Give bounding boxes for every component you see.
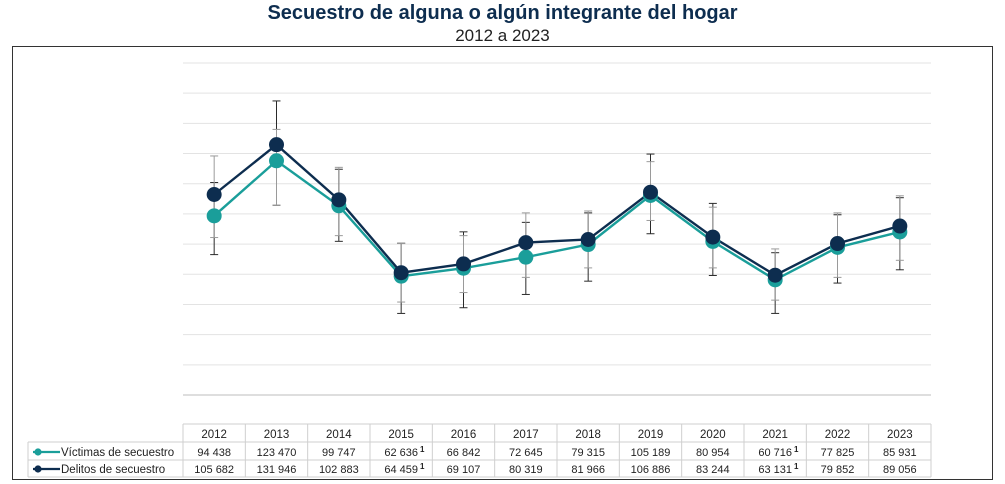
data-point: [580, 231, 596, 247]
data-label: 94 438: [197, 447, 231, 459]
data-label: 83 244: [696, 464, 730, 476]
data-point: [518, 235, 534, 251]
x-tick-label: 2023: [887, 429, 913, 441]
data-point: [643, 184, 658, 200]
data-point: [705, 229, 721, 245]
x-tick-label: 2015: [388, 429, 414, 441]
data-label: 89 056: [883, 464, 917, 476]
data-point: [331, 192, 347, 208]
legend-marker: [34, 448, 42, 456]
data-point: [892, 218, 908, 234]
data-label: 105 189: [631, 447, 671, 459]
footnote-marker: 1: [420, 462, 425, 471]
chart-subtitle: 2012 a 2023: [455, 26, 550, 45]
data-label: 79 315: [571, 447, 605, 459]
data-label: 106 886: [631, 464, 671, 476]
x-tick-label: 2016: [451, 429, 477, 441]
data-label: 80 954: [696, 447, 730, 459]
x-tick-label: 2022: [825, 429, 851, 441]
data-label: 131 946: [257, 464, 297, 476]
data-label: 105 682: [194, 464, 234, 476]
footnote-marker: 1: [794, 462, 799, 471]
data-points: [206, 137, 908, 288]
series-line-victimas: [213, 159, 901, 282]
x-tick-label: 2017: [513, 429, 539, 441]
data-label: 77 825: [821, 447, 855, 459]
data-point: [518, 249, 534, 265]
data-label: 66 842: [447, 447, 481, 459]
footnote-marker: 1: [794, 445, 799, 454]
x-tick-label: 2021: [762, 429, 788, 441]
data-point: [767, 267, 783, 283]
legend-label: Víctimas de secuestro: [61, 447, 174, 459]
data-label: 102 883: [319, 464, 359, 476]
data-label: 62 636: [384, 447, 418, 459]
data-label: 123 470: [257, 447, 297, 459]
data-label: 63 131: [758, 464, 792, 476]
data-label: 81 966: [571, 464, 605, 476]
data-point: [206, 187, 222, 203]
chart-title: Secuestro de alguna o algún integrante d…: [267, 2, 738, 24]
x-tick-label: 2020: [700, 429, 726, 441]
data-point: [206, 208, 222, 224]
data-label: 79 852: [821, 464, 855, 476]
gridlines: [183, 62, 931, 396]
data-label: 69 107: [447, 464, 481, 476]
x-tick-label: 2014: [326, 429, 352, 441]
x-tick-label: 2013: [264, 429, 290, 441]
data-point: [393, 265, 409, 281]
x-tick-label: 2018: [575, 429, 601, 441]
footnote-marker: 1: [420, 445, 425, 454]
x-tick-label: 2012: [201, 429, 227, 441]
data-point: [269, 153, 284, 169]
x-tick-label: 2019: [638, 429, 664, 441]
series-lines: [213, 143, 901, 282]
data-table: 2012 2013 2014 2015 2016 2017 2018 2019 2020 2021…: [27, 423, 932, 478]
data-point: [830, 236, 845, 252]
data-label: 99 747: [322, 447, 356, 459]
series-line-delitos: [213, 143, 901, 277]
data-point: [456, 256, 471, 272]
data-label: 64 459: [384, 464, 418, 476]
data-point: [269, 137, 284, 153]
legend-label: Delitos de secuestro: [61, 464, 165, 476]
chart-frame: [12, 46, 993, 480]
legend-marker: [34, 465, 42, 473]
error-bars: [210, 100, 904, 314]
data-label: 85 931: [883, 447, 917, 459]
data-label: 80 319: [509, 464, 543, 476]
data-label: 72 645: [509, 447, 543, 459]
data-label: 60 716: [758, 447, 792, 459]
